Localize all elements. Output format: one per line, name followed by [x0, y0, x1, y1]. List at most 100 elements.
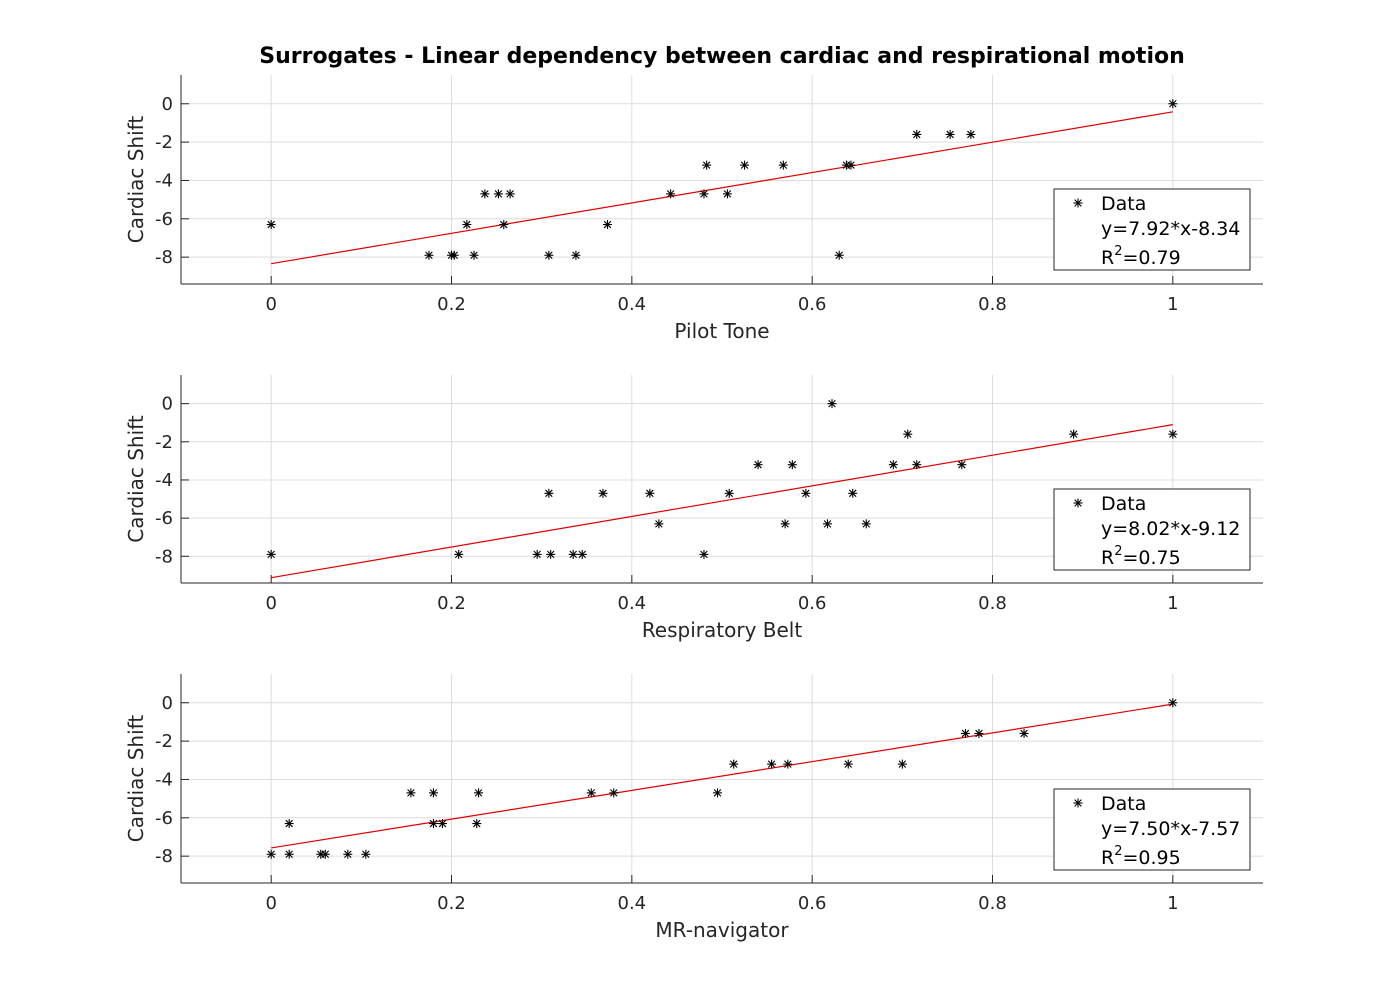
x-tick-label: 0.6 [798, 893, 827, 914]
data-point [532, 549, 542, 559]
data-point [722, 189, 732, 199]
data-point [343, 849, 353, 859]
data-point [702, 160, 712, 170]
legend-fit-equation: y=8.02*x-9.12 [1101, 518, 1240, 540]
y-tick-label: -6 [155, 209, 173, 230]
data-point [320, 849, 330, 859]
data-point [1019, 728, 1029, 738]
data-point [406, 788, 416, 798]
data-point [454, 549, 464, 559]
data-point [284, 819, 294, 829]
data-point [449, 250, 459, 260]
data-point [1069, 429, 1079, 439]
y-tick-label: -6 [155, 508, 173, 529]
legend-data-label: Data [1101, 793, 1146, 815]
legend-marker [1073, 798, 1083, 808]
x-axis-label: Pilot Tone [674, 319, 769, 343]
data-point [827, 399, 837, 409]
fit-line [271, 111, 1173, 265]
data-point [544, 250, 554, 260]
data-point [266, 549, 276, 559]
x-tick-label: 1 [1167, 893, 1178, 914]
legend-fit-equation: y=7.92*x-8.34 [1101, 218, 1240, 240]
y-tick-label: -4 [155, 769, 173, 790]
data-point [428, 819, 438, 829]
data-point [428, 788, 438, 798]
legend-data-label: Data [1101, 193, 1146, 215]
y-tick-label: -4 [155, 170, 173, 191]
y-tick-label: 0 [162, 94, 173, 115]
data-point [974, 728, 984, 738]
x-tick-label: 0.6 [798, 294, 827, 315]
data-point [912, 460, 922, 470]
legend-r2: R2=0.79 [1101, 244, 1181, 269]
x-tick-label: 0 [265, 893, 276, 914]
y-tick-label: -2 [155, 731, 173, 752]
legend-box [1053, 788, 1251, 871]
data-point [778, 160, 788, 170]
x-tick-label: 0.4 [618, 294, 647, 315]
x-tick-label: 0.2 [437, 294, 466, 315]
x-tick-label: 1 [1167, 593, 1178, 614]
x-axis-label: Respiratory Belt [642, 618, 803, 642]
data-point [699, 549, 709, 559]
data-point [699, 189, 709, 199]
legend-data-label: Data [1101, 493, 1146, 515]
y-tick-label: -8 [155, 546, 173, 567]
data-point [783, 759, 793, 769]
subplot-respiratory-belt: 0 0.2 0.4 0.6 0.8 1 0 -2 -4 -6 -8 Respiratory Belt C… [124, 375, 1263, 642]
data-point [361, 849, 371, 859]
y-axis-label: Cardiac Shift [124, 116, 148, 244]
y-tick-label: -8 [155, 247, 173, 268]
data-point [462, 220, 472, 230]
y-axis-label: Cardiac Shift [124, 715, 148, 843]
y-tick-label: -6 [155, 808, 173, 829]
data-point [266, 849, 276, 859]
data-point [493, 189, 503, 199]
y-tick-label: 0 [162, 394, 173, 415]
data-point [780, 519, 790, 529]
data-point [598, 488, 608, 498]
data-point [903, 429, 913, 439]
data-point [966, 129, 976, 139]
data-point [469, 250, 479, 260]
data-point [654, 519, 664, 529]
legend-r2: R2=0.95 [1101, 844, 1181, 869]
data-point [645, 488, 655, 498]
data-point [437, 819, 447, 829]
data-point [912, 129, 922, 139]
legend: Data y=8.02*x-9.12 R2=0.75 [1053, 488, 1251, 571]
y-tick-label: -2 [155, 432, 173, 453]
subplot-mr-navigator: 0 0.2 0.4 0.6 0.8 1 0 -2 -4 -6 -8 MR-navigator Cardi… [124, 674, 1263, 942]
x-tick-label: 0.2 [437, 593, 466, 614]
fit-line [271, 703, 1173, 849]
legend-r2: R2=0.75 [1101, 544, 1181, 569]
x-tick-label: 0.6 [798, 593, 827, 614]
data-point [787, 460, 797, 470]
data-point [957, 460, 967, 470]
x-tick-label: 0.4 [618, 593, 647, 614]
data-point [740, 160, 750, 170]
data-point [480, 189, 490, 199]
data-point [602, 220, 612, 230]
data-point [586, 788, 596, 798]
data-point [888, 460, 898, 470]
data-point [284, 849, 294, 859]
data-point [1168, 99, 1178, 109]
data-point [1168, 698, 1178, 708]
y-axis-label: Cardiac Shift [124, 415, 148, 543]
data-point [544, 488, 554, 498]
x-tick-label: 0 [265, 593, 276, 614]
data-point [568, 549, 578, 559]
x-tick-label: 0.8 [978, 593, 1007, 614]
data-point [767, 759, 777, 769]
x-tick-label: 0 [265, 294, 276, 315]
x-tick-label: 0.8 [978, 294, 1007, 315]
data-point [822, 519, 832, 529]
legend-fit-equation: y=7.50*x-7.57 [1101, 818, 1240, 840]
data-point [848, 488, 858, 498]
data-point [424, 250, 434, 260]
data-point [801, 488, 811, 498]
legend: Data y=7.50*x-7.57 R2=0.95 [1053, 788, 1251, 871]
data-point [753, 460, 763, 470]
